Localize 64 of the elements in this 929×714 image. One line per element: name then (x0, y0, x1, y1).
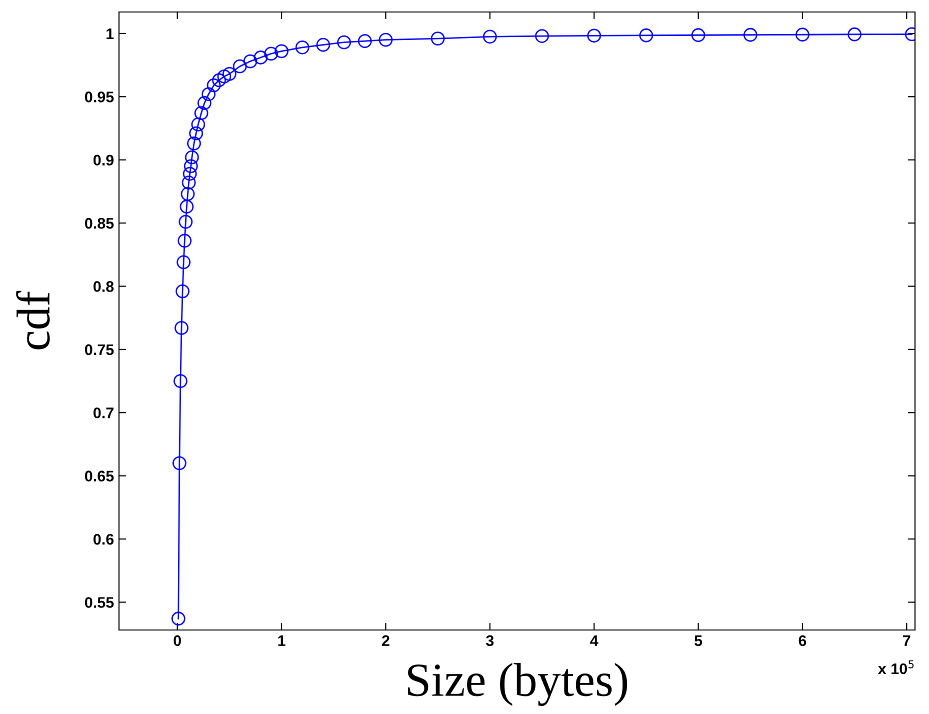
point (187, 136, 201, 150)
y-tick-label: 1 (106, 28, 114, 40)
point (180, 200, 194, 214)
point (182, 176, 196, 190)
x-axis-title: Size (bytes) (408, 662, 628, 706)
point (254, 50, 268, 64)
text: x 10$^{5}$ (878, 660, 914, 674)
point (184, 159, 198, 174)
y-tick-label: 0.95 (85, 92, 114, 102)
point (358, 34, 372, 48)
y-axis-title: cdf (16, 290, 50, 350)
point (848, 27, 862, 42)
point (482, 30, 497, 44)
point (174, 374, 188, 388)
x-tick-label: 7 (903, 635, 910, 646)
point (232, 59, 247, 74)
y-tick-label: 0.65 (85, 470, 114, 482)
point (191, 118, 206, 132)
point (274, 44, 288, 58)
point (176, 255, 191, 270)
point (202, 87, 216, 102)
point (264, 46, 278, 61)
point (639, 28, 654, 42)
point (180, 187, 195, 201)
point (217, 70, 232, 84)
point (337, 35, 351, 50)
y-tick-label: 0.8 (94, 281, 114, 292)
point (182, 166, 197, 181)
y-tick-label: 0.7 (94, 407, 114, 418)
point (174, 321, 188, 335)
point (189, 126, 204, 140)
x-tick-label: 5 (694, 635, 702, 646)
y-tick-label: 0.55 (85, 597, 114, 608)
point (172, 456, 186, 470)
point (222, 66, 236, 81)
point (206, 78, 221, 92)
point (176, 284, 190, 298)
point (178, 214, 193, 229)
y-tick-label: 0.85 (85, 218, 114, 229)
point (378, 32, 393, 47)
point (184, 150, 199, 164)
y-tick-label: 0.9 (94, 154, 114, 166)
x-tick-label: 1 (278, 635, 286, 646)
point (171, 612, 186, 626)
point (178, 234, 192, 248)
point (295, 40, 310, 54)
point (743, 28, 758, 42)
x-tick-label: 4 (590, 635, 598, 646)
point (796, 28, 810, 42)
point (430, 32, 445, 46)
point (212, 73, 226, 88)
x-tick-label: 0 (174, 635, 181, 646)
point (194, 106, 208, 120)
x-tick-label: 6 (798, 635, 806, 646)
x-tick-label: 3 (486, 635, 494, 646)
point (587, 28, 602, 43)
point (691, 28, 706, 42)
point (316, 38, 330, 52)
point (197, 96, 212, 110)
y-tick-label: 0.6 (94, 534, 114, 545)
point (243, 54, 258, 68)
y-tick-label: 0.75 (85, 344, 114, 356)
x-tick-label: 2 (382, 635, 390, 646)
point (535, 29, 549, 43)
